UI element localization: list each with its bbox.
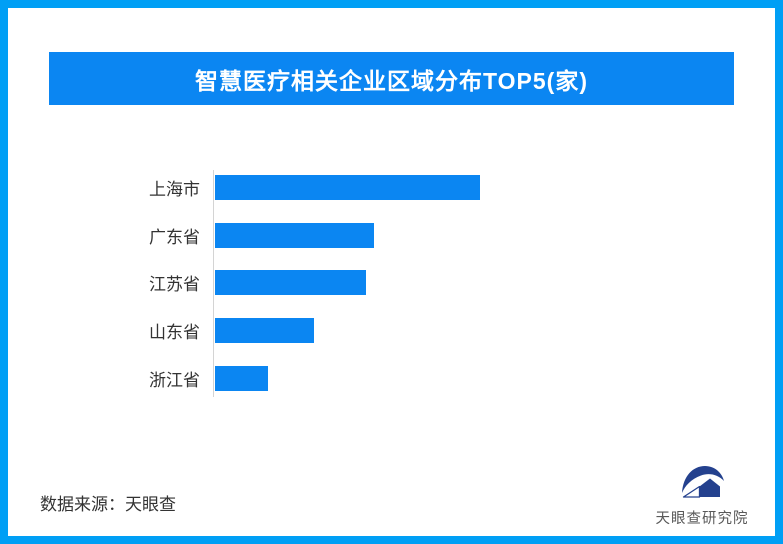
chart-title-banner: 智慧医疗相关企业区域分布TOP5(家) [49,52,734,105]
logo-house-right [699,478,720,497]
bar-chart: 上海市广东省江苏省山东省浙江省 [60,164,720,402]
bar-row: 广东省 [60,212,720,260]
bar-rows: 上海市广东省江苏省山东省浙江省 [60,164,720,402]
bar [215,175,480,201]
bar-row: 山东省 [60,307,720,355]
tianyancha-logo-icon [682,466,724,498]
bar-label: 广东省 [149,227,200,247]
bar [215,365,268,391]
chart-title: 智慧医疗相关企业区域分布TOP5(家) [195,67,588,94]
brand-block: 天眼查研究院 [643,462,761,528]
bar [215,222,374,248]
brand-name: 天眼查研究院 [655,511,749,527]
bar-label: 上海市 [149,180,200,200]
bar-row: 上海市 [60,164,720,212]
bar-row: 江苏省 [60,259,720,307]
bar-row: 浙江省 [60,354,720,402]
data-source-note: 数据来源：天眼查 [40,495,176,514]
y-axis-line [213,170,214,397]
bar [215,318,314,344]
bar [215,270,366,296]
logo-swoosh [682,466,724,493]
bar-label: 浙江省 [149,370,200,390]
logo-house-left [682,485,701,498]
bar-label: 江苏省 [149,275,200,295]
bar-label: 山东省 [149,323,200,343]
